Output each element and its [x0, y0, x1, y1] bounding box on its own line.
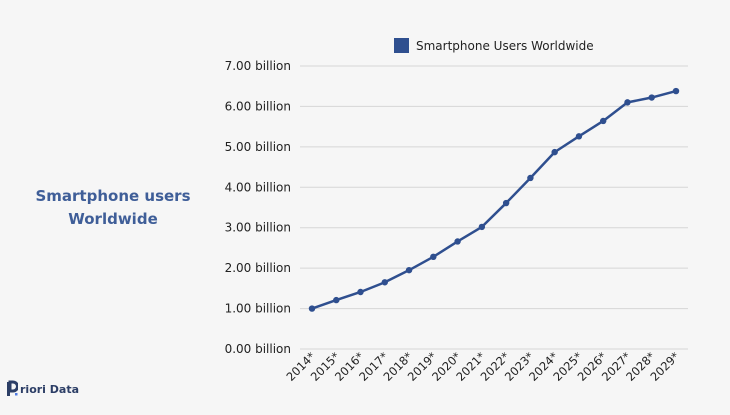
y-tick-label: 3.00 billion	[225, 221, 291, 235]
data-point	[308, 305, 316, 312]
legend-label: Smartphone Users Worldwide	[416, 39, 594, 53]
grid-lines	[300, 65, 688, 350]
data-point	[575, 133, 583, 140]
side-title-line-2: Worldwide	[68, 210, 158, 228]
data-point	[454, 238, 461, 245]
y-tick-label: 2.00 billion	[225, 261, 291, 275]
data-point	[478, 223, 486, 231]
priori-data-logo-icon	[7, 380, 18, 396]
y-tick-label: 4.00 billion	[225, 180, 291, 194]
y-tick-label: 5.00 billion	[225, 140, 291, 154]
data-point	[333, 296, 340, 304]
legend-swatch	[394, 38, 409, 53]
side-title-line-1: Smartphone users	[35, 187, 191, 205]
data-point	[551, 148, 558, 156]
y-axis-ticks: 0.00 billion 1.00 billion 2.00 billion 3.00…	[225, 59, 291, 356]
y-tick-label: 0.00 billion	[225, 342, 291, 356]
data-point	[624, 99, 631, 106]
y-tick-label: 7.00 billion	[225, 59, 291, 73]
logo: riori Data	[6, 380, 79, 398]
series-group	[308, 87, 680, 312]
data-point	[648, 94, 655, 101]
series-line	[310, 89, 678, 310]
data-point	[527, 174, 534, 182]
y-tick-label: 6.00 billion	[225, 99, 291, 113]
data-point	[672, 87, 680, 95]
y-tick-label: 1.00 billion	[225, 302, 291, 316]
data-point	[357, 288, 364, 296]
data-point	[430, 253, 437, 261]
data-point	[600, 117, 607, 125]
logo-text: riori Data	[20, 382, 80, 396]
side-title: Smartphone users Worldwide	[18, 185, 208, 231]
data-point	[502, 199, 510, 207]
data-point	[381, 279, 388, 286]
x-axis-ticks: 2014*2015*2016*2017*2018*2019*2020*2021*…	[283, 349, 682, 384]
data-point	[405, 266, 413, 274]
legend: Smartphone Users Worldwide	[394, 38, 594, 53]
